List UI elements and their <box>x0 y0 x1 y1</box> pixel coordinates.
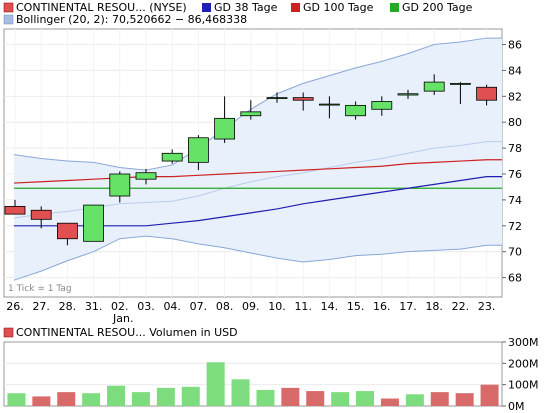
price-tick-label: 82 <box>508 90 522 103</box>
volume-bar <box>107 385 126 406</box>
candles <box>4 74 498 246</box>
candle-body <box>187 137 209 163</box>
x-tick-label: 31. <box>85 300 103 313</box>
price-tick-label: 68 <box>508 272 522 285</box>
volume-bar <box>331 392 350 406</box>
month-label: Jan. <box>112 312 133 325</box>
bollinger-lower <box>13 235 502 281</box>
candle-body <box>266 97 288 100</box>
x-tick-label: 14. <box>321 300 339 313</box>
legend-gd200-swatch <box>390 3 399 12</box>
candle-body <box>371 101 393 110</box>
volume-bar <box>480 384 499 406</box>
volume-grid <box>4 362 502 386</box>
price-tick-label: 76 <box>508 168 522 181</box>
x-tick-label: 18. <box>425 300 443 313</box>
candle-body <box>135 172 157 180</box>
volume-bar <box>256 390 275 406</box>
volume-bar <box>131 392 150 406</box>
x-tick-label: 15. <box>347 300 365 313</box>
candle-body <box>30 209 52 220</box>
legend-gd38-label: GD 38 Tage <box>214 1 278 14</box>
candle-body <box>423 81 445 92</box>
volume-y-axis: 300M 200M 100M 0M <box>502 336 539 413</box>
volume-bar <box>206 362 225 406</box>
price-tick-label: 78 <box>508 142 522 155</box>
candle-body <box>4 205 26 215</box>
legend-bollinger-swatch <box>3 14 14 25</box>
x-tick-label: 22. <box>452 300 470 313</box>
candle-body <box>161 152 183 162</box>
legend-gd200-label: GD 200 Tage <box>402 1 473 14</box>
x-tick-label: 23. <box>478 300 496 313</box>
volume-bar <box>181 386 200 406</box>
x-tick-label: 03. <box>137 300 155 313</box>
volume-bar <box>7 393 26 406</box>
volume-bar <box>405 394 424 406</box>
volume-bar <box>82 393 101 406</box>
legend-gd100-label: GD 100 Tage <box>303 1 374 14</box>
legend-bollinger-label: Bollinger (20, 2): 70,520662 − 86,468338 <box>16 13 247 26</box>
volume-pane <box>3 341 503 407</box>
volume-bar <box>32 396 51 406</box>
price-tick-label: 70 <box>508 246 522 259</box>
volume-bar <box>231 379 250 406</box>
candle-body <box>83 204 104 242</box>
volume-legend-label: CONTINENTAL RESOU... Volumen in USD <box>16 326 238 339</box>
x-tick-label: 26. <box>6 300 24 313</box>
x-tick-label: 02. <box>111 300 129 313</box>
candle-body <box>449 82 471 85</box>
volume-bar <box>306 391 325 406</box>
volume-tick-label: 200M <box>508 357 539 370</box>
candle-body <box>240 111 262 117</box>
volume-bars <box>7 362 499 406</box>
volume-tick-label: 300M <box>508 336 539 349</box>
legend-gd100-swatch <box>291 3 300 12</box>
volume-bar <box>156 387 175 406</box>
price-tick-label: 74 <box>508 194 522 207</box>
volume-bar <box>281 387 300 406</box>
volume-bar <box>380 398 399 406</box>
volume-bar <box>356 391 375 406</box>
x-tick-label: 11. <box>294 300 312 313</box>
legend-price-label: CONTINENTAL RESOU... (NYSE) <box>16 1 187 14</box>
price-y-axis: 68 70 72 74 76 78 80 82 84 86 <box>502 39 522 285</box>
candle-body <box>397 93 419 96</box>
x-tick-label: 09. <box>242 300 260 313</box>
x-tick-label: 17. <box>399 300 417 313</box>
volume-bar <box>57 392 76 406</box>
tick-note: 1 Tick = 1 Tag <box>8 284 72 294</box>
gd100-line <box>13 159 502 184</box>
bollinger-fill <box>14 38 502 281</box>
x-axis: 26. 27. 28. 31. 02. 03. 04. 07. 08. 09. 10. 11. 14. 1… <box>6 300 495 313</box>
x-tick-label: 08. <box>216 300 234 313</box>
legend: CONTINENTAL RESOU... (NYSE) GD 38 Tage G… <box>3 1 473 26</box>
x-tick-label: 07. <box>190 300 208 313</box>
volume-tick-label: 0M <box>508 400 525 413</box>
candle-body <box>318 103 340 106</box>
legend-gd38-swatch <box>202 3 211 12</box>
candle-body <box>214 117 236 140</box>
candle-body <box>345 104 367 117</box>
volume-legend-swatch <box>3 327 14 338</box>
candle-body <box>57 222 78 240</box>
candle-body <box>292 97 314 101</box>
legend-price-swatch <box>3 2 14 13</box>
candle-body <box>476 86 498 101</box>
volume-bar <box>430 392 449 406</box>
price-tick-label: 86 <box>508 39 522 52</box>
volume-tick-label: 100M <box>508 379 539 392</box>
x-tick-label: 28. <box>59 300 77 313</box>
price-tick-label: 84 <box>508 64 522 77</box>
x-tick-label: 10. <box>268 300 286 313</box>
x-tick-label: 16. <box>373 300 391 313</box>
price-tick-label: 80 <box>508 116 522 129</box>
x-tick-label: 27. <box>32 300 50 313</box>
candle-body <box>109 173 131 197</box>
volume-bar <box>455 393 474 406</box>
bollinger-upper <box>13 37 502 171</box>
price-tick-label: 72 <box>508 220 522 233</box>
x-tick-label: 04. <box>163 300 181 313</box>
